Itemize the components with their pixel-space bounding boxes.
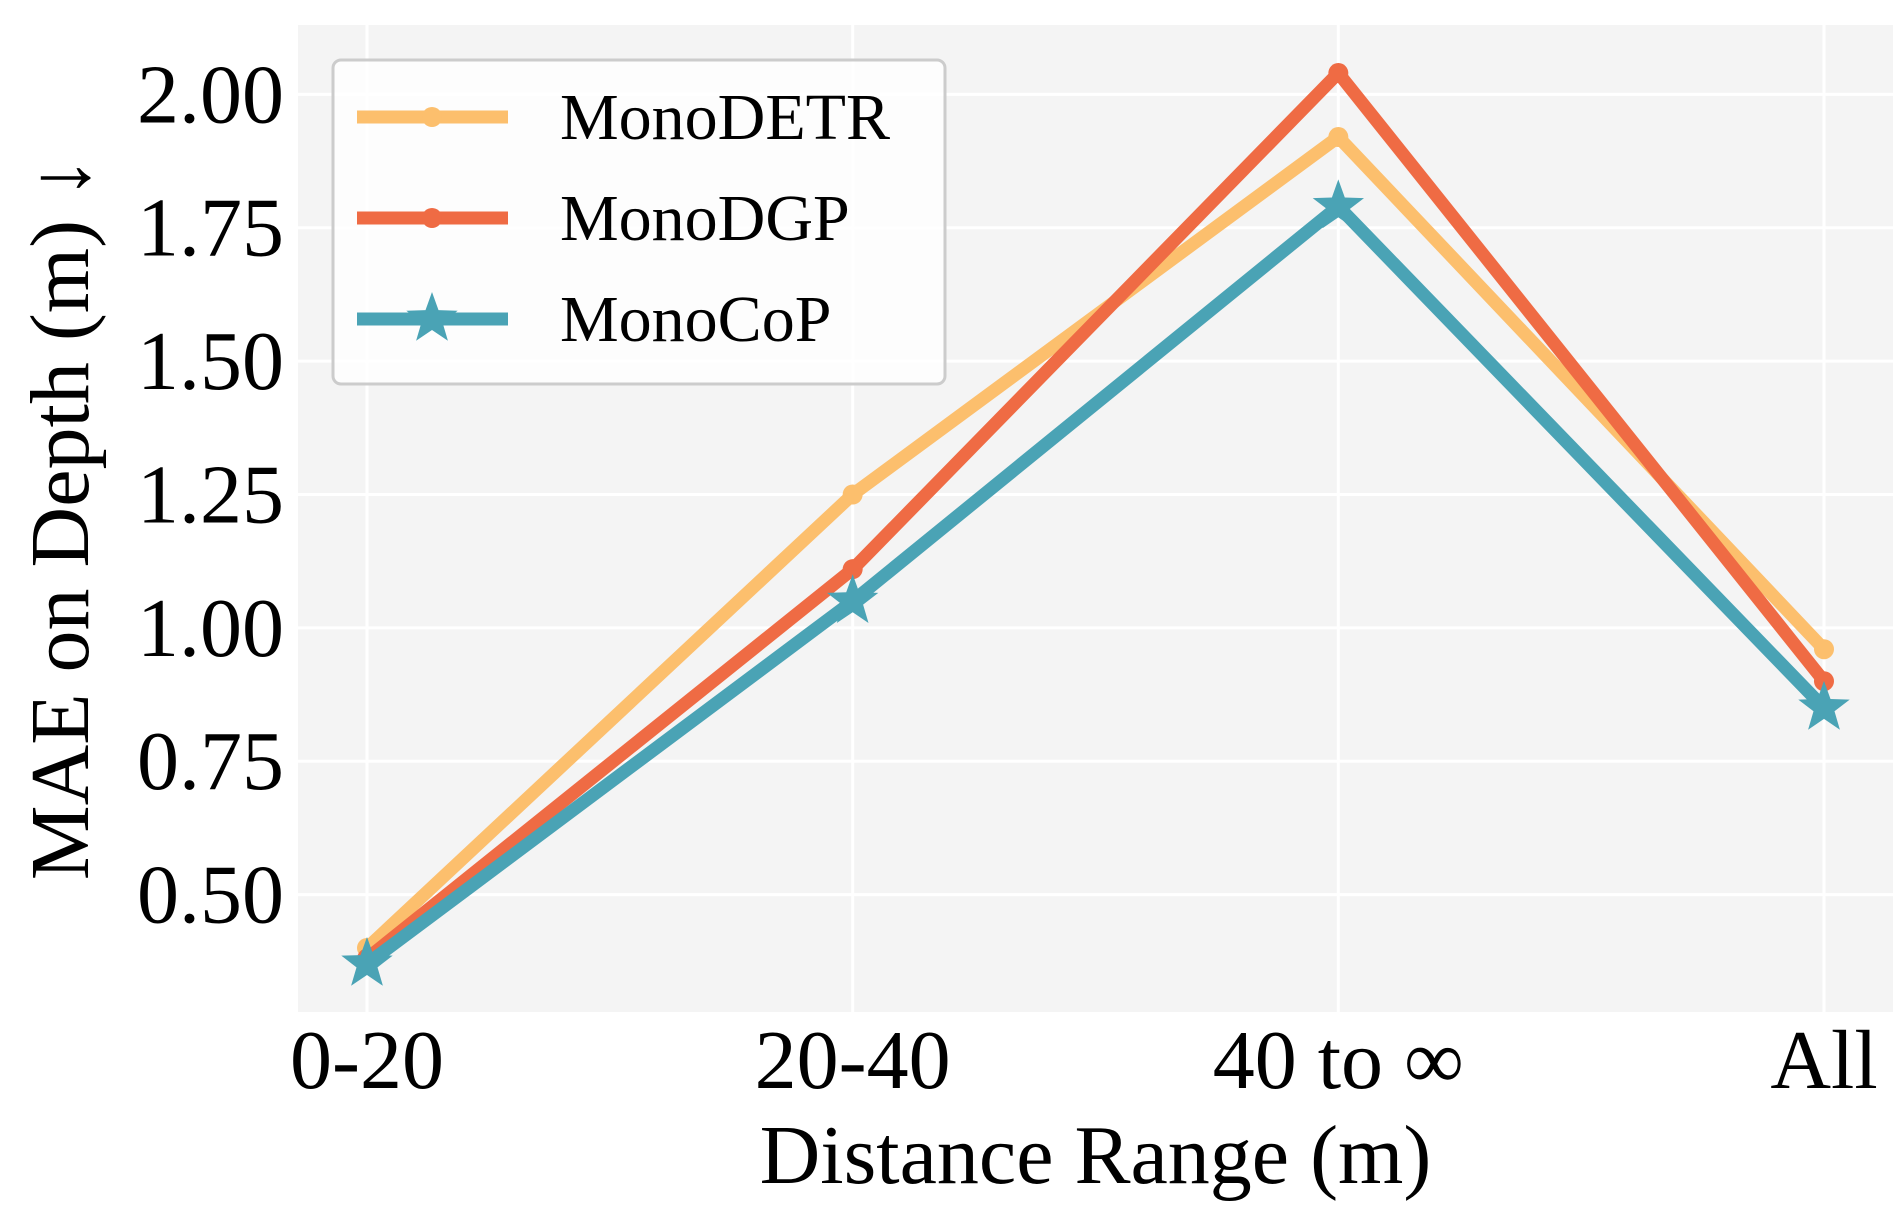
data-point (1328, 63, 1349, 84)
y-axis-ticks: 0.50 0.75 1.00 1.25 1.50 1.75 2.00 (137, 48, 284, 941)
data-point (827, 574, 879, 623)
legend-item: MonoDETR (357, 81, 890, 154)
data-point (341, 937, 393, 986)
data-point (842, 559, 863, 580)
data-point (1798, 680, 1850, 730)
x-tick-label: 20-40 (755, 1014, 951, 1107)
legend-marker (422, 107, 442, 127)
x-tick-label: 0-20 (290, 1014, 444, 1107)
x-axis-title: Distance Range (m) (760, 1109, 1432, 1202)
legend-box (331, 58, 947, 386)
x-tick-label: All (1770, 1014, 1877, 1107)
legend-item: MonoCoP (357, 283, 831, 356)
legend-marker (406, 292, 458, 341)
data-point (1312, 179, 1364, 229)
y-tick-label: 1.75 (137, 182, 284, 275)
data-point (1328, 127, 1349, 148)
y-axis-title: MAE on Depth (m) ↓ (14, 157, 107, 880)
y-tick-label: 1.50 (137, 315, 284, 408)
legend-item: MonoDGP (357, 182, 850, 255)
data-point (1814, 639, 1834, 660)
legend-label: MonoDETR (560, 81, 890, 154)
series-line (360, 66, 1831, 966)
y-tick-label: 2.00 (137, 48, 284, 141)
series-MonoCoP (341, 179, 1850, 986)
series-line (360, 199, 1831, 971)
series-lines (341, 63, 1850, 986)
y-tick-label: 0.75 (137, 715, 284, 808)
y-tick-label: 1.25 (137, 448, 284, 541)
legend: MonoDETR MonoDGP MonoCoP (331, 58, 947, 386)
y-tick-label: 1.00 (137, 582, 284, 675)
legend-marker (422, 208, 442, 228)
y-tick-label: 0.50 (137, 849, 284, 942)
x-tick-label: 40 to ∞ (1213, 1014, 1464, 1107)
x-axis-ticks: 0-20 20-40 40 to ∞ All (290, 1014, 1878, 1107)
legend-label: MonoDGP (560, 182, 850, 255)
data-point (842, 484, 863, 505)
legend-label: MonoCoP (560, 283, 831, 356)
